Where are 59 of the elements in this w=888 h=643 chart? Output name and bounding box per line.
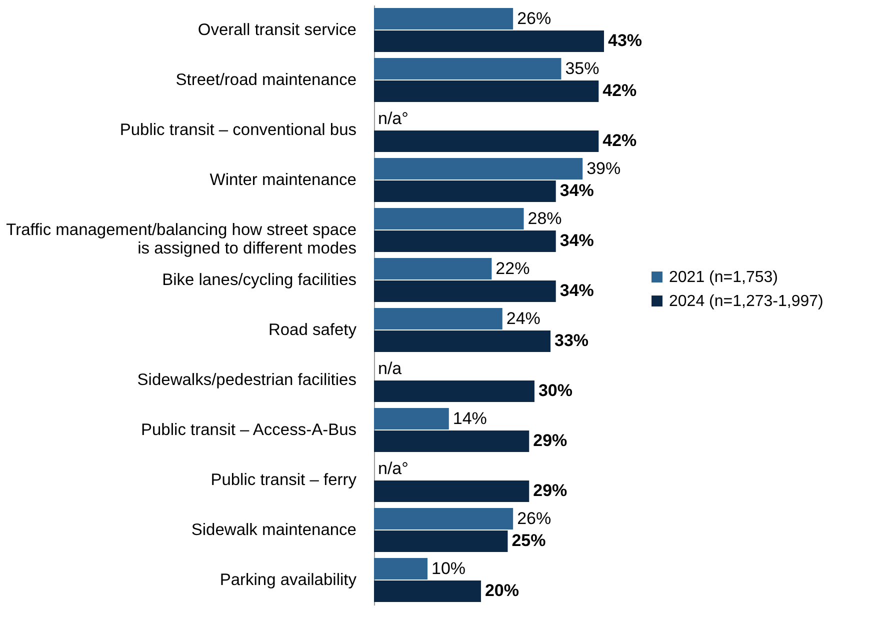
bar <box>374 558 428 580</box>
bar <box>374 408 449 430</box>
data-label: 29% <box>533 431 568 450</box>
data-label: 24% <box>506 308 540 328</box>
data-label: 34% <box>560 281 594 300</box>
data-label: 20% <box>484 581 520 600</box>
text: n/a° <box>378 108 408 128</box>
y-tick-label: Bike lanes/cycling facilities <box>162 271 356 289</box>
bar <box>374 280 556 302</box>
data-label: 43% <box>608 31 642 50</box>
bar <box>374 580 481 602</box>
data-label: 34% <box>560 181 594 200</box>
data-label: 22% <box>496 258 530 278</box>
text: n/a° <box>378 458 408 478</box>
bar <box>374 480 530 502</box>
data-label: 25% <box>512 531 546 550</box>
bar <box>374 208 524 230</box>
y-tick-label: Public transit – Access-A-Bus <box>141 421 356 439</box>
legend-label: 2024 (n=1,273-1,997) <box>669 293 824 310</box>
y-tick-label: Public transit – conventional bus <box>120 121 356 139</box>
data-label: 42% <box>602 131 637 150</box>
data-label: 34% <box>560 231 594 250</box>
bar <box>374 30 604 52</box>
y-tick-label: Sidewalk maintenance <box>191 521 356 539</box>
bar <box>374 58 562 80</box>
bar <box>374 8 514 30</box>
bar <box>374 308 502 330</box>
y-tick-label: Street/road maintenance <box>176 71 356 89</box>
bar <box>374 380 534 402</box>
bar <box>374 230 556 252</box>
y-tick-label: Road safety <box>268 321 358 339</box>
bar <box>374 158 583 180</box>
data-label: 42% <box>602 81 637 100</box>
y-tick-label: Public transit – ferry <box>210 471 358 489</box>
bar <box>374 130 599 152</box>
y-tick-label: Sidewalks/pedestrian facilities <box>137 371 356 389</box>
data-label: 29% <box>533 481 568 500</box>
y-tick-label: Traffic management/balancing how street space is assigned to different modes <box>6 221 356 258</box>
legend-label: 2021 (n=1,753) <box>669 269 778 286</box>
data-label: 33% <box>554 331 589 350</box>
data-label: 26% <box>517 508 552 528</box>
y-tick-label: Parking availability <box>220 571 358 589</box>
bar <box>374 530 508 552</box>
y-tick-label: Winter maintenance <box>210 171 356 189</box>
y-tick-label: Overall transit service <box>198 21 356 39</box>
data-label: 28% <box>528 208 562 228</box>
bar <box>374 180 556 202</box>
data-label: 14% <box>452 408 487 428</box>
bar <box>374 430 530 452</box>
text: n/a <box>378 358 402 378</box>
data-label: 35% <box>565 58 600 78</box>
bar <box>374 80 599 102</box>
data-label: 30% <box>538 381 572 400</box>
data-label: 10% <box>431 558 466 578</box>
bar <box>374 330 551 352</box>
data-label: 26% <box>517 8 552 28</box>
bar <box>374 258 492 280</box>
data-label: 39% <box>586 158 621 178</box>
bar <box>374 508 514 530</box>
